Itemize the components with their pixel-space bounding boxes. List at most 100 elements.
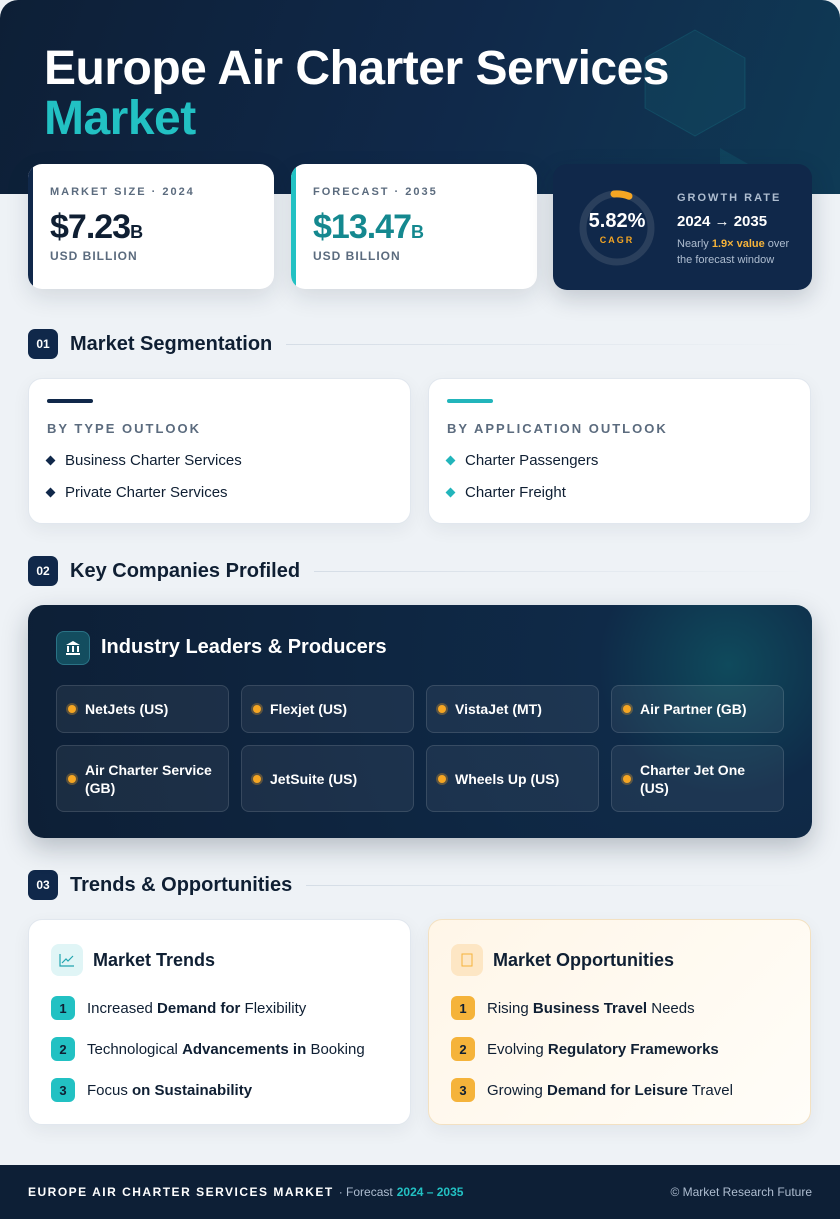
building-icon — [56, 631, 90, 665]
company-chip: Air Charter Service (GB) — [56, 745, 229, 812]
title-accent: Market — [44, 92, 196, 145]
list-item: 1 Rising Business Travel Needs — [451, 996, 788, 1020]
opportunities-header: Market Opportunities — [451, 944, 788, 976]
segment-item: Private Charter Services — [45, 484, 392, 501]
section-rule — [286, 343, 812, 345]
trends-header: Market Trends — [51, 944, 388, 976]
segment-title: BY TYPE OUTLOOK — [47, 421, 201, 436]
company-chip: VistaJet (MT) — [426, 685, 599, 733]
opportunities-title: Market Opportunities — [493, 949, 675, 970]
opportunity-icon — [451, 944, 483, 976]
section-heading: 02 Key Companies Profiled — [28, 556, 812, 586]
text: Technological — [87, 1040, 183, 1058]
company-chip: Wheels Up (US) — [426, 745, 599, 812]
segment-card: BY TYPE OUTLOOK Business Charter Services… — [28, 378, 411, 524]
text: over the forecast window — [677, 238, 790, 266]
text: Rising — [487, 999, 533, 1017]
section-title: Trends & Opportunities — [70, 873, 293, 896]
stat-card: MARKET SIZE · 2024 $7.23B USD BILLION — [28, 164, 274, 289]
item-text: Rising Business Travel Needs — [487, 1000, 695, 1017]
trends-title: Market Trends — [93, 949, 216, 970]
emphasis-text: Regulatory Frameworks — [547, 1040, 719, 1058]
stat-label: FORECAST · 2035 — [313, 186, 438, 198]
accent-bar — [447, 399, 493, 403]
footer-forecast-period: 2024 – 2035 — [396, 1185, 464, 1199]
text: Travel — [687, 1081, 733, 1099]
accent-bar — [47, 399, 93, 403]
emphasis-text: on Sustainability — [132, 1081, 253, 1099]
cagr-value: 5.82% — [588, 210, 646, 232]
text: Evolving — [487, 1040, 548, 1058]
section-number: 01 — [28, 329, 58, 359]
company-chip: JetSuite (US) — [241, 745, 414, 812]
footer: EUROPE AIR CHARTER SERVICES MARKET · For… — [0, 1165, 840, 1219]
item-number: 2 — [451, 1037, 475, 1061]
bullet — [45, 455, 56, 466]
item-number: 3 — [451, 1078, 475, 1102]
section-number: 02 — [28, 556, 58, 586]
section-rule — [306, 884, 812, 886]
section-number: 03 — [28, 870, 58, 900]
text: Increased — [87, 999, 158, 1017]
growth-text: GROWTH RATE 2024 → 2035 Nearly 1.9× valu… — [677, 192, 807, 268]
stat-unit: B — [411, 222, 424, 242]
text: Focus — [87, 1081, 133, 1099]
stat-unit: B — [130, 222, 144, 242]
section-title: Key Companies Profiled — [70, 559, 301, 582]
footer-title: EUROPE AIR CHARTER SERVICES MARKET — [28, 1185, 334, 1199]
emphasis-text: Demand for — [157, 999, 241, 1017]
list-item: 3 Focus on Sustainability — [51, 1078, 388, 1102]
hero: Europe Air Charter Services Market — [0, 0, 840, 194]
segment-item: Charter Passengers — [445, 452, 792, 469]
segment-item-text: Business Charter Services — [65, 452, 242, 469]
bullet — [445, 455, 456, 466]
growth-note: Nearly 1.9× value over the forecast wind… — [677, 236, 807, 268]
segment-title: BY APPLICATION OUTLOOK — [447, 421, 668, 436]
list-item: 3 Growing Demand for Leisure Travel — [451, 1078, 788, 1102]
section-rule — [314, 570, 812, 572]
stat-caption: USD BILLION — [50, 249, 138, 263]
text: Booking — [306, 1040, 365, 1058]
section-title: Market Segmentation — [70, 332, 273, 355]
text: Nearly — [677, 238, 712, 250]
bullet — [445, 487, 456, 498]
stat-caption: USD BILLION — [313, 249, 401, 263]
segment-item-text: Charter Passengers — [465, 452, 599, 469]
text: Needs — [647, 999, 695, 1017]
company-chip: Air Partner (GB) — [611, 685, 784, 733]
list-item: 2 Technological Advancements in Booking — [51, 1037, 388, 1061]
item-text: Technological Advancements in Booking — [87, 1041, 365, 1058]
company-chip: Flexjet (US) — [241, 685, 414, 733]
cagr-ring — [579, 190, 655, 266]
growth-label: GROWTH RATE — [677, 192, 782, 204]
growth-period: 2024 → 2035 — [677, 213, 768, 230]
item-text: Evolving Regulatory Frameworks — [487, 1041, 719, 1058]
text: Flexibility — [240, 999, 307, 1017]
opportunities-card: Market Opportunities 1 Rising Business Tr… — [428, 919, 811, 1125]
segment-item: Business Charter Services — [45, 452, 392, 469]
stat-card: FORECAST · 2035 $13.47B USD BILLION — [291, 164, 537, 289]
stat-label: MARKET SIZE · 2024 — [50, 186, 195, 198]
companies-title: Industry Leaders & Producers — [101, 636, 387, 658]
item-number: 3 — [51, 1078, 75, 1102]
trends-card: Market Trends 1 Increased Demand for Flex… — [28, 919, 411, 1125]
list-item: 2 Evolving Regulatory Frameworks — [451, 1037, 788, 1061]
segment-item-text: Charter Freight — [465, 484, 566, 501]
footer-forecast-label: · Forecast — [338, 1185, 393, 1199]
cagr-label: CAGR — [599, 235, 635, 245]
section-heading: 01 Market Segmentation — [28, 329, 812, 359]
stat-value: $7.23B — [50, 208, 144, 246]
item-text: Growing Demand for Leisure Travel — [487, 1082, 733, 1099]
companies-panel: Industry Leaders & Producers NetJets (US… — [28, 605, 812, 838]
section-heading: 03 Trends & Opportunities — [28, 870, 812, 900]
stat-value: $13.47B — [313, 208, 424, 246]
company-chip: NetJets (US) — [56, 685, 229, 733]
item-number: 1 — [451, 996, 475, 1020]
emphasis-text: Demand for Leisure — [547, 1081, 688, 1099]
title-text: Europe Air Charter Services — [44, 42, 669, 95]
segment-card: BY APPLICATION OUTLOOK Charter Passengers… — [428, 378, 811, 524]
text: Growing — [487, 1081, 548, 1099]
item-text: Increased Demand for Flexibility — [87, 1000, 306, 1017]
company-chip: Charter Jet One (US) — [611, 745, 784, 812]
